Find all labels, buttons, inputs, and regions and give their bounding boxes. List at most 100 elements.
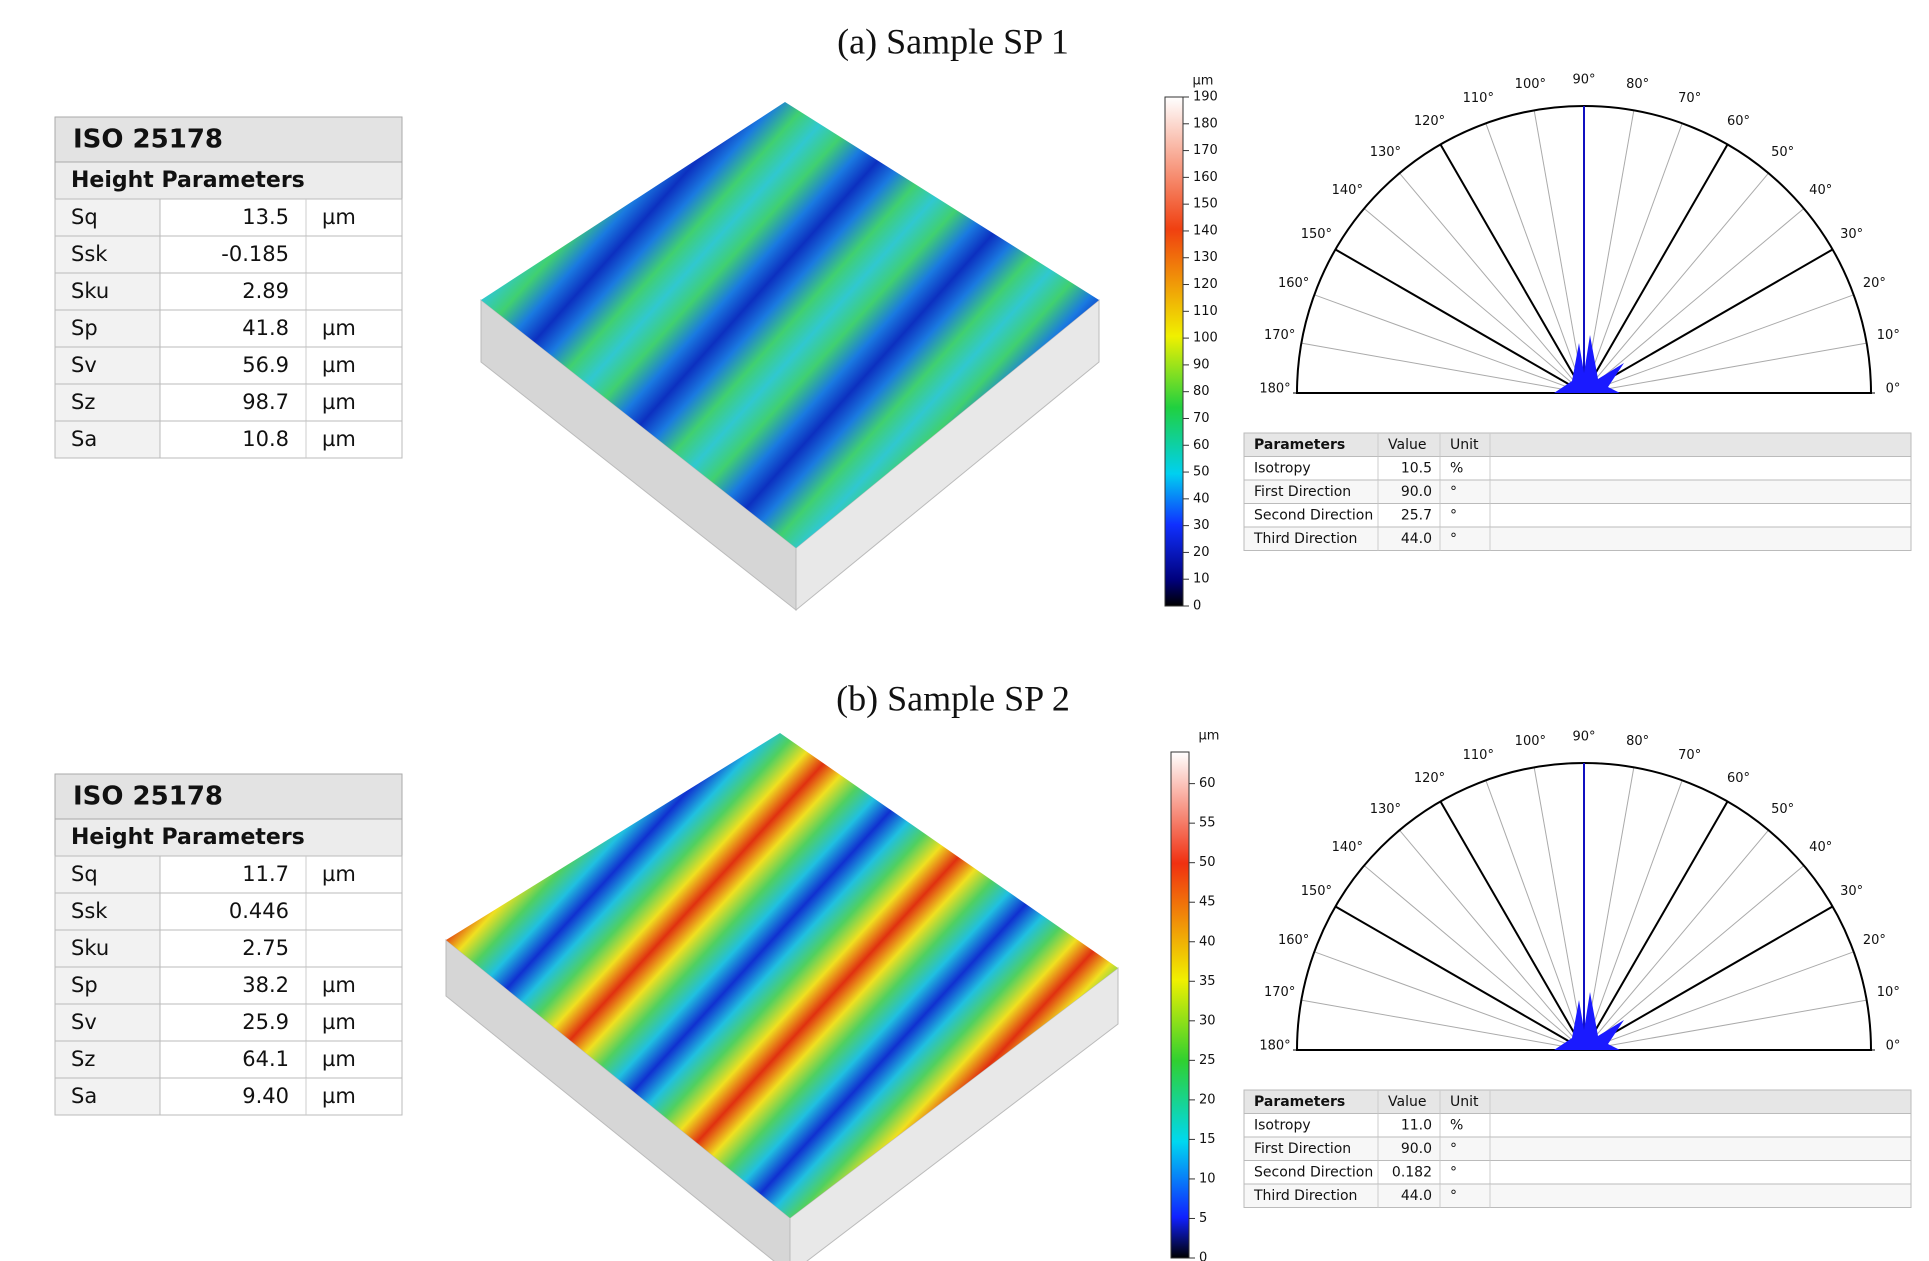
params-cell: 10.5 [1401,460,1432,476]
surface-side [445,938,791,1261]
params-cell: 44.0 [1401,1188,1432,1204]
polar-angle-label: 180° [1259,1039,1290,1054]
polar-angle-label: 30° [1840,227,1863,242]
polar-spoke [1533,110,1585,394]
iso-title: ISO 25178 [73,782,223,812]
polar-angle-label: 150° [1301,884,1332,899]
params-cell: Third Direction [1253,1188,1357,1204]
polar-spoke [1485,123,1585,394]
iso-unit: µm [322,205,356,229]
polar-angle-label: 120° [1414,114,1445,129]
iso-value: 2.75 [242,936,289,960]
iso-sub-bg [54,161,403,200]
polar-spoke [1583,172,1769,394]
colorbar-tick-label: 70 [1193,411,1210,426]
colorbar-tick-label: 80 [1193,384,1210,399]
iso-unit: µm [322,353,356,377]
polar-angle-label: 120° [1414,771,1445,786]
polar-angle-label: 70° [1678,91,1701,106]
polar-spoke [1301,999,1585,1051]
iso-param: Sp [71,973,98,997]
polar-angle-label: 170° [1264,328,1295,343]
iso-row-bg [159,198,403,237]
polar-angle-label: 40° [1809,840,1832,855]
iso-unit: µm [322,1047,356,1071]
iso-param: Sq [71,862,98,886]
polar-angle-label: 100° [1515,734,1546,749]
colorbar-tick-label: 55 [1199,816,1216,831]
colorbar-unit: µm [1199,729,1220,744]
polar-angle-label: 50° [1771,145,1794,160]
iso-param: Sv [71,1010,97,1034]
polar-angle-label: 20° [1863,933,1886,948]
polar-angle-label: 10° [1877,985,1900,1000]
params-cell: ° [1450,531,1457,547]
iso-row-label-bg [54,346,161,385]
iso-param: Sz [71,1047,95,1071]
params-cell: ° [1450,1164,1457,1180]
iso-param: Sa [71,427,97,451]
surface-side [789,966,1119,1261]
polar-angle-label: 50° [1771,802,1794,817]
polar-angle-label: 80° [1626,77,1649,92]
colorbar-tick-label: 30 [1199,1013,1216,1028]
iso-value: -0.185 [221,242,289,266]
iso-value: 25.9 [242,1010,289,1034]
colorbar-tick-label: 150 [1193,197,1218,212]
polar-angle-label: 110° [1463,91,1494,106]
colorbar-tick-label: 50 [1193,465,1210,480]
colorbar [1164,96,1184,607]
iso-row-bg [159,420,403,459]
polar-spoke [1583,829,1769,1051]
params-cell: Isotropy [1254,460,1311,476]
colorbar-tick-label: 40 [1199,934,1216,949]
polar-frame [1295,105,1873,394]
polar-spoke [1399,172,1585,394]
polar-major-spoke [1334,248,1585,394]
colorbar-tick-label: 120 [1193,277,1218,292]
iso-param: Sz [71,390,95,414]
colorbar-tick-label: 100 [1193,331,1218,346]
iso-value: 9.40 [242,1084,289,1108]
params-cell: Second Direction [1254,507,1373,523]
colorbar-tick-label: 180 [1193,116,1218,131]
polar-spoke [1363,865,1585,1051]
iso-subtitle: Height Parameters [71,168,305,193]
polar-angle-label: 40° [1809,183,1832,198]
iso-row-bg [159,383,403,422]
polar-spoke [1399,829,1585,1051]
polar-angle-label: 150° [1301,227,1332,242]
polar-spoke [1583,123,1683,394]
polar-angle-label: 180° [1259,382,1290,397]
iso-sub-bg [54,818,403,857]
polar-angle-label: 30° [1840,884,1863,899]
polar-frame [1295,762,1873,1051]
polar-major-spoke [1439,800,1585,1051]
polar-angle-label: 10° [1877,328,1900,343]
params-cell: 25.7 [1401,507,1432,523]
polar-spoke [1533,767,1585,1051]
iso-value: 13.5 [242,205,289,229]
colorbar-tick-label: 20 [1199,1092,1216,1107]
polar-angle-label: 160° [1278,276,1309,291]
colorbar-tick-label: 60 [1199,776,1216,791]
params-cell: ° [1450,484,1457,500]
polar-spoke [1314,951,1585,1051]
iso-row-label-bg [54,198,161,237]
colorbar-tick-label: 90 [1193,357,1210,372]
polar-spoke [1583,110,1635,394]
iso-value: 64.1 [242,1047,289,1071]
polar-spoke [1583,865,1805,1051]
colorbar-tick-label: 170 [1193,143,1218,158]
iso-title: ISO 25178 [73,125,223,155]
polar-angle-label: 70° [1678,748,1701,763]
polar-spoke [1583,342,1867,394]
colorbar-tick-label: 140 [1193,223,1218,238]
iso-row-label-bg [54,1003,161,1042]
iso-row-bg [159,966,403,1005]
polar-angle-label: 110° [1463,748,1494,763]
params-cell: ° [1450,507,1457,523]
iso-param: Sp [71,316,98,340]
params-row-bg [1243,1113,1912,1138]
